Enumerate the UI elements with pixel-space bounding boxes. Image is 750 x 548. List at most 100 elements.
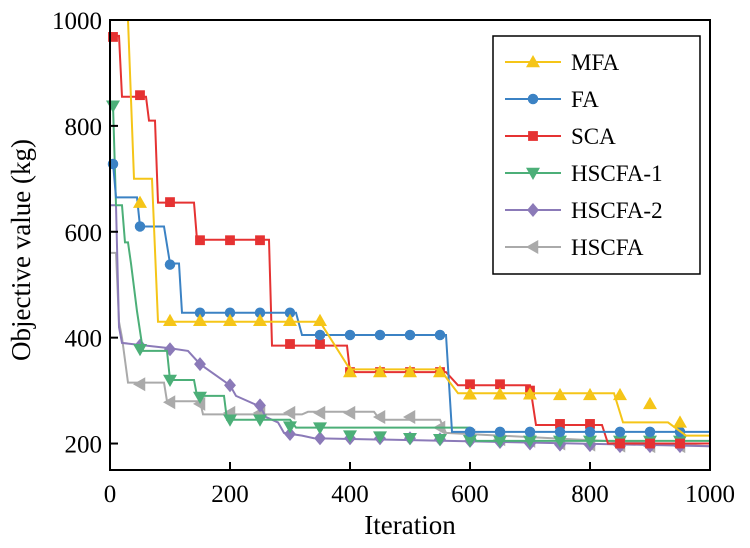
- circle-marker: [404, 329, 416, 341]
- square-marker: [255, 235, 265, 246]
- circle-marker: [584, 426, 596, 438]
- y-tick-label: 400: [65, 326, 103, 353]
- triangle-left-marker: [373, 410, 386, 425]
- triangle-down-marker: [253, 414, 267, 427]
- series-hscfa-1: [106, 100, 710, 448]
- triangle-left-marker: [283, 405, 296, 420]
- triangle-left-marker: [163, 395, 176, 410]
- triangle-down-marker: [403, 432, 417, 446]
- series-line: [110, 34, 710, 445]
- triangle-down-marker: [583, 435, 597, 448]
- triangle-up-marker: [223, 313, 237, 326]
- triangle-up-marker: [343, 365, 357, 378]
- legend-label: FA: [571, 87, 599, 112]
- diamond-marker: [254, 398, 266, 413]
- triangle-left-marker: [193, 396, 206, 411]
- x-tick-label: 200: [211, 481, 249, 508]
- diamond-marker: [314, 431, 326, 446]
- triangle-up-marker: [553, 387, 567, 401]
- square-marker: [555, 419, 565, 429]
- legend-box: [492, 35, 701, 275]
- legend-item-fa: FA: [505, 87, 599, 112]
- legend-item-sca: SCA: [505, 124, 616, 149]
- square-marker: [615, 438, 625, 449]
- x-tick-label: 400: [331, 481, 369, 508]
- triangle-down-marker: [283, 421, 297, 434]
- triangle-up-marker: [283, 313, 297, 326]
- square-marker: [585, 419, 595, 429]
- circle-marker: [344, 329, 356, 341]
- square-marker: [195, 235, 205, 246]
- series-line: [110, 19, 710, 437]
- square-marker: [165, 197, 175, 208]
- legend-item-hscfa-1: HSCFA-1: [505, 161, 663, 186]
- triangle-up-marker: [253, 313, 267, 326]
- square-marker: [315, 339, 325, 349]
- triangle-down-marker: [463, 435, 477, 448]
- y-tick-label: 200: [65, 432, 103, 459]
- triangle-down-marker: [106, 100, 120, 113]
- triangle-up-marker: [583, 387, 597, 401]
- triangle-up-marker: [493, 387, 507, 400]
- y-tick-label: 600: [65, 220, 103, 247]
- diamond-marker: [164, 342, 176, 357]
- triangle-down-marker: [163, 374, 177, 387]
- triangle-left-marker: [343, 405, 356, 420]
- x-tick-label: 0: [104, 481, 117, 508]
- x-tick-label: 800: [571, 481, 609, 508]
- y-tick-label: 800: [65, 114, 103, 141]
- triangle-down-marker: [223, 414, 237, 427]
- triangle-up-marker: [613, 387, 627, 401]
- circle-marker: [527, 93, 539, 105]
- square-marker: [495, 379, 505, 390]
- series-hscfa: [110, 251, 711, 454]
- square-marker: [675, 438, 685, 449]
- circle-marker: [434, 329, 446, 341]
- series-mfa: [110, 19, 710, 437]
- circle-marker: [224, 307, 236, 319]
- triangle-up-marker: [163, 313, 177, 326]
- circle-marker: [254, 307, 266, 319]
- circle-marker: [524, 426, 536, 438]
- triangle-up-marker: [373, 365, 387, 378]
- circle-marker: [164, 259, 176, 270]
- legend-item-mfa: MFA: [505, 50, 620, 75]
- square-marker: [285, 339, 295, 349]
- square-marker: [528, 131, 538, 141]
- legend: MFA FA SCA HSCFA-1 HSCFA-2 HSCFA: [492, 35, 701, 275]
- square-marker: [108, 32, 118, 42]
- legend-label: SCA: [571, 124, 616, 149]
- triangle-up-marker: [433, 365, 447, 378]
- triangle-down-marker: [343, 430, 357, 443]
- circle-marker: [494, 426, 506, 438]
- y-axis-title: Objective value (kg): [6, 139, 36, 361]
- series-line: [110, 103, 710, 442]
- triangle-down-marker: [433, 434, 447, 447]
- legend-label: HSCFA-2: [571, 198, 663, 223]
- legend-item-hscfa: HSCFA: [505, 235, 644, 260]
- triangle-up-marker: [643, 396, 657, 410]
- triangle-down-marker: [373, 431, 387, 444]
- legend-item-hscfa-2: HSCFA-2: [505, 198, 663, 223]
- circle-marker: [464, 426, 476, 438]
- triangle-up-marker: [193, 313, 207, 326]
- diamond-marker: [527, 203, 539, 217]
- x-tick-label: 1000: [685, 481, 735, 508]
- triangle-left-marker: [313, 405, 326, 420]
- circle-marker: [194, 307, 206, 319]
- triangle-up-marker: [313, 313, 327, 326]
- triangle-down-marker: [553, 435, 567, 448]
- diamond-marker: [284, 427, 296, 441]
- triangle-up-marker: [133, 195, 147, 208]
- triangle-down-marker: [523, 435, 537, 448]
- square-marker: [645, 438, 655, 449]
- triangle-up-marker: [463, 387, 477, 400]
- triangle-up-marker: [673, 415, 687, 428]
- circle-marker: [284, 307, 296, 319]
- square-marker: [465, 379, 475, 390]
- circle-marker: [554, 426, 566, 438]
- circle-marker: [374, 329, 386, 341]
- plot-frame: [109, 19, 711, 471]
- triangle-left-marker: [403, 410, 416, 425]
